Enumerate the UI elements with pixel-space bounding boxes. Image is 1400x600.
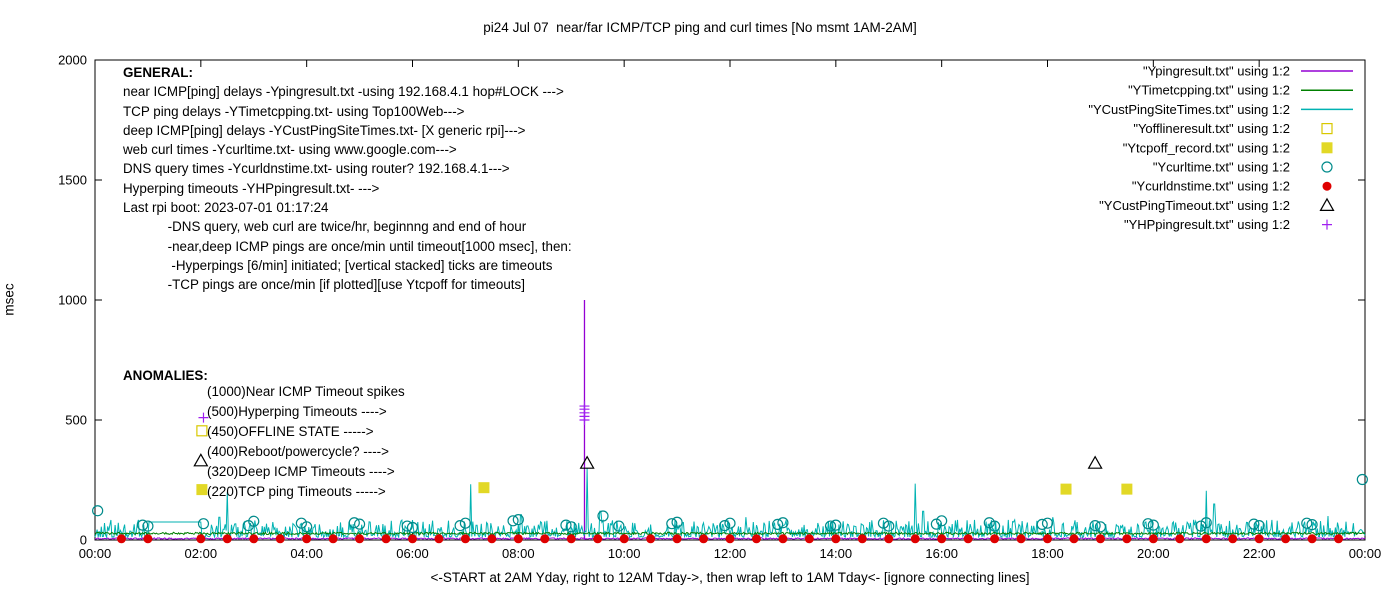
anomaly-line: (400)Reboot/powercycle? ----> (207, 444, 389, 459)
legend-entry: "YCustPingSiteTimes.txt" using 1:2 (1088, 102, 1353, 117)
legend-entry: "Ypingresult.txt" using 1:2 (1143, 64, 1353, 79)
x-tick-label: 22:00 (1243, 546, 1276, 561)
legend-label: "YCustPingTimeout.txt" using 1:2 (1099, 198, 1290, 213)
general-line: -Hyperpings [6/min] initiated; [vertical… (123, 257, 553, 273)
anomaly-line: (1000)Near ICMP Timeout spikes (207, 384, 405, 399)
series-cust-ping-timeout (193, 453, 1103, 469)
general-line: -DNS query, web curl are twice/hr, begin… (123, 219, 527, 235)
legend-label: "Ypingresult.txt" using 1:2 (1143, 64, 1290, 79)
x-tick-label: 14:00 (820, 546, 853, 561)
series-near-icmp (94, 300, 1366, 541)
anomaly-line: (500)Hyperping Timeouts ----> (207, 404, 387, 419)
legend-label: "Ycurldnstime.txt" using 1:2 (1132, 179, 1290, 194)
x-tick-label: 00:00 (79, 546, 112, 561)
general-line: web curl times -Ycurltime.txt- using www… (123, 142, 457, 158)
legend-entry: "Ycurltime.txt" using 1:2 (1153, 160, 1333, 175)
anomaly-line: (450)OFFLINE STATE -----> (207, 424, 374, 439)
chart-title: pi24 Jul 07 near/far ICMP/TCP ping and c… (483, 20, 917, 35)
x-axis-note: <-START at 2AM Yday, right to 12AM Tday-… (430, 570, 1030, 585)
x-tick-label: 06:00 (396, 546, 429, 561)
series-curl-dns-time (116, 534, 1344, 544)
x-tick-label: 18:00 (1031, 546, 1064, 561)
general-line: near ICMP[ping] delays -Ypingresult.txt … (123, 84, 564, 100)
anomalies-heading: ANOMALIES: (123, 368, 208, 383)
y-axis-label: msec (1, 283, 17, 316)
legend: "Ypingresult.txt" using 1:2 "YTimetcpping… (1088, 64, 1353, 232)
y-tick-label: 2000 (58, 53, 87, 68)
legend-label: "Ycurltime.txt" using 1:2 (1153, 160, 1290, 175)
legend-entry: "YHPpingresult.txt" using 1:2 (1124, 217, 1332, 232)
x-tick-label: 08:00 (502, 546, 535, 561)
general-line: deep ICMP[ping] delays -YCustPingSiteTim… (123, 122, 526, 138)
general-line: -TCP pings are once/min [if plotted][use… (123, 277, 525, 293)
series-tcpoff-record (196, 482, 1133, 496)
x-tick-label: 10:00 (608, 546, 641, 561)
legend-entry: "YCustPingTimeout.txt" using 1:2 (1099, 197, 1335, 213)
anomaly-line: (320)Deep ICMP Timeouts ----> (207, 464, 395, 479)
y-tick-label: 500 (65, 413, 87, 428)
legend-label: "YTimetcpping.txt" using 1:2 (1128, 83, 1290, 98)
x-tick-label: 04:00 (290, 546, 323, 561)
y-tick-label: 0 (80, 533, 87, 548)
general-line: TCP ping delays -YTimetcpping.txt- using… (123, 103, 465, 119)
legend-label: "YCustPingSiteTimes.txt" using 1:2 (1088, 102, 1290, 117)
y-tick-label: 1000 (58, 293, 87, 308)
legend-entry: "Yofflineresult.txt" using 1:2 (1133, 121, 1333, 136)
x-tick-label: 00:00 (1349, 546, 1382, 561)
legend-label: "Yofflineresult.txt" using 1:2 (1133, 121, 1290, 136)
general-lines: near ICMP[ping] delays -Ypingresult.txt … (123, 82, 572, 294)
legend-entry: "YTimetcpping.txt" using 1:2 (1128, 83, 1353, 98)
anomaly-line: (220)TCP ping Timeouts -----> (207, 484, 386, 499)
general-line: Hyperping timeouts -YHPpingresult.txt- -… (123, 180, 380, 196)
series-hyperping (198, 401, 590, 425)
legend-entry: "Ycurldnstime.txt" using 1:2 (1132, 179, 1332, 194)
x-tick-label: 20:00 (1137, 546, 1170, 561)
general-line: -near,deep ICMP pings are once/min until… (123, 238, 572, 254)
general-line: DNS query times -Ycurldnstime.txt- using… (123, 161, 510, 177)
y-tick-label: 1500 (58, 173, 87, 188)
legend-label: "Ytcpoff_record.txt" using 1:2 (1123, 140, 1290, 155)
x-tick-label: 02:00 (185, 546, 218, 561)
series-offline-state (196, 425, 208, 437)
general-line: Last rpi boot: 2023-07-01 01:17:24 (123, 200, 329, 216)
x-tick-label: 16:00 (925, 546, 958, 561)
general-heading: GENERAL: (123, 65, 193, 80)
series-curl-time (92, 473, 1368, 534)
x-tick-label: 12:00 (714, 546, 747, 561)
general-annotation-block: GENERAL: near ICMP[ping] delays -Ypingre… (123, 63, 572, 295)
legend-label: "YHPpingresult.txt" using 1:2 (1124, 217, 1290, 232)
legend-entry: "Ytcpoff_record.txt" using 1:2 (1123, 140, 1333, 155)
